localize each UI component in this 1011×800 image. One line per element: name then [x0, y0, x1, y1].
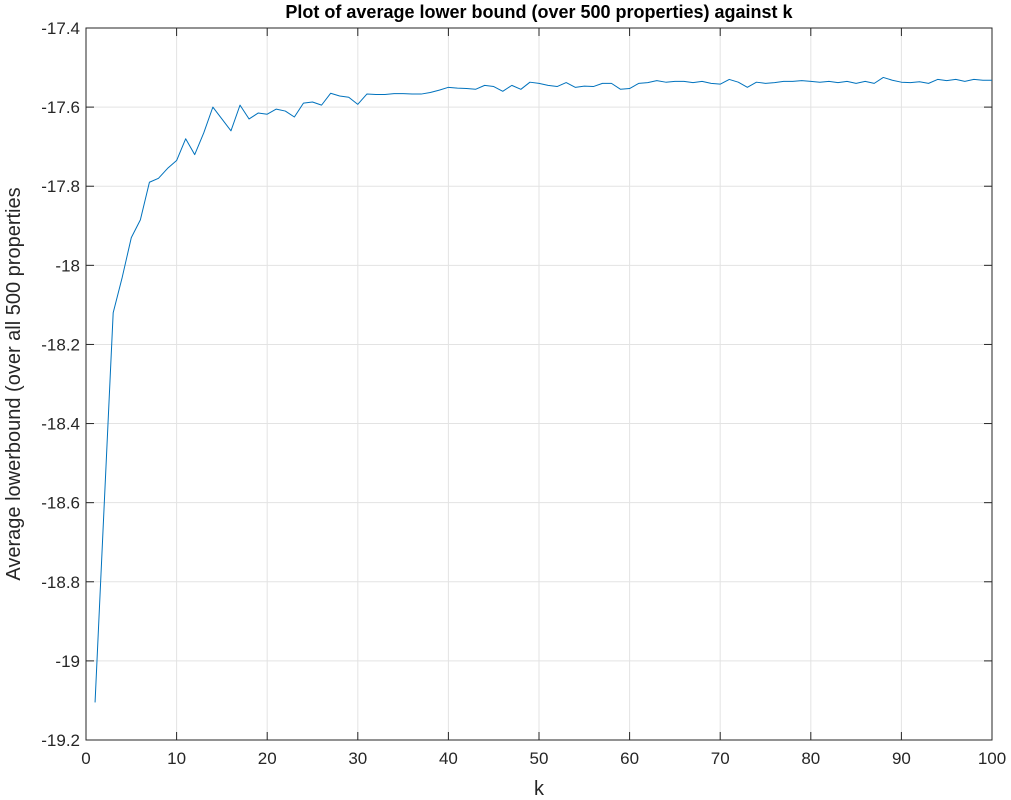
y-axis-title: Average lowerbound (over all 500 propert… — [3, 187, 25, 580]
x-tick-label: 50 — [530, 749, 549, 768]
y-tick-label: -19 — [55, 652, 80, 671]
series-line — [94, 76, 992, 703]
y-tick-label: -18.2 — [41, 335, 80, 354]
y-tick-label: -18 — [55, 256, 80, 275]
y-tick-label: -17.4 — [41, 19, 80, 38]
x-tick-label: 30 — [348, 749, 367, 768]
x-axis-title: k — [534, 778, 545, 800]
y-tick-label: -17.8 — [41, 177, 80, 196]
y-tick-label: -18.8 — [41, 573, 80, 592]
x-tick-label: 70 — [711, 749, 730, 768]
x-tick-label: 60 — [620, 749, 639, 768]
x-tick-labels: 0 10 20 30 40 50 60 70 80 90 100 — [81, 749, 1006, 768]
x-tick-label: 100 — [978, 749, 1006, 768]
series-group — [94, 76, 992, 703]
x-tick-label: 0 — [81, 749, 90, 768]
x-tick-label: 10 — [167, 749, 186, 768]
x-tick-label: 40 — [439, 749, 458, 768]
chart-title: Plot of average lower bound (over 500 pr… — [285, 2, 793, 22]
tick-marks — [85, 27, 993, 741]
y-tick-labels: -17.4 -17.6 -17.8 -18 -18.2 -18.4 -18.6 -18.8 -1… — [41, 19, 80, 750]
x-tick-label: 90 — [892, 749, 911, 768]
x-tick-label: 80 — [801, 749, 820, 768]
y-tick-label: -18.6 — [41, 494, 80, 513]
y-tick-label: -18.4 — [41, 415, 80, 434]
x-tick-label: 20 — [258, 749, 277, 768]
y-tick-label: -19.2 — [41, 731, 80, 750]
y-tick-label: -17.6 — [41, 98, 80, 117]
